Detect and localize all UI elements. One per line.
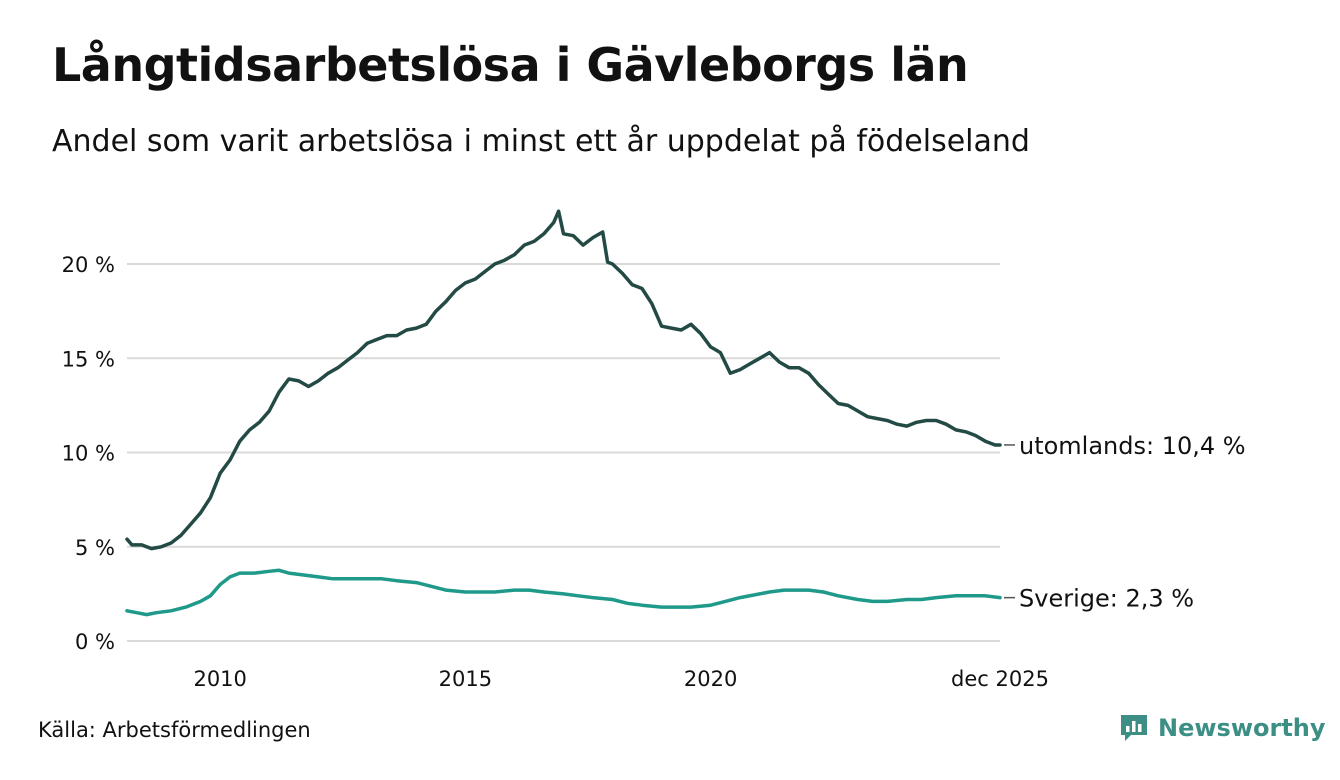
chart-title: Långtidsarbetslösa i Gävleborgs län: [52, 38, 969, 92]
brand-logo[interactable]: Newsworthy: [1118, 712, 1326, 744]
series-line-utomlands: [125, 209, 1002, 551]
x-tick-label: dec 2025: [951, 667, 1049, 691]
series-lines: [125, 209, 1002, 617]
grid-lines: [127, 263, 1000, 642]
end-label-utomlands: utomlands: 10,4 %: [1019, 432, 1246, 460]
y-tick-label: 10 %: [62, 442, 115, 466]
brand-name: Newsworthy: [1158, 714, 1326, 742]
y-tick-label: 20 %: [62, 253, 115, 277]
chart-subtitle: Andel som varit arbetslösa i minst ett å…: [52, 124, 1030, 159]
x-axis-ticks: 2010 2015 2020 dec 2025: [193, 667, 1049, 691]
x-tick-label: 2020: [684, 667, 737, 691]
source-note: Källa: Arbetsförmedlingen: [38, 718, 311, 742]
end-labels: utomlands: 10,4 % Sverige: 2,3 %: [1004, 432, 1246, 613]
end-label-sverige: Sverige: 2,3 %: [1019, 585, 1194, 613]
x-tick-label: 2015: [439, 667, 492, 691]
x-tick-label: 2010: [193, 667, 246, 691]
y-tick-label: 0 %: [75, 630, 115, 654]
series-line-sverige: [125, 568, 1002, 617]
newsworthy-logo-icon: [1121, 715, 1147, 741]
y-axis-ticks: 0 % 5 % 10 % 15 % 20 %: [62, 253, 115, 654]
line-chart: 0 %5 %10 %15 %20 % 2010 2015 2020 dec 2025 …: [62, 209, 1246, 691]
y-tick-label: 5 %: [75, 536, 115, 560]
y-tick-label: 15 %: [62, 347, 115, 371]
